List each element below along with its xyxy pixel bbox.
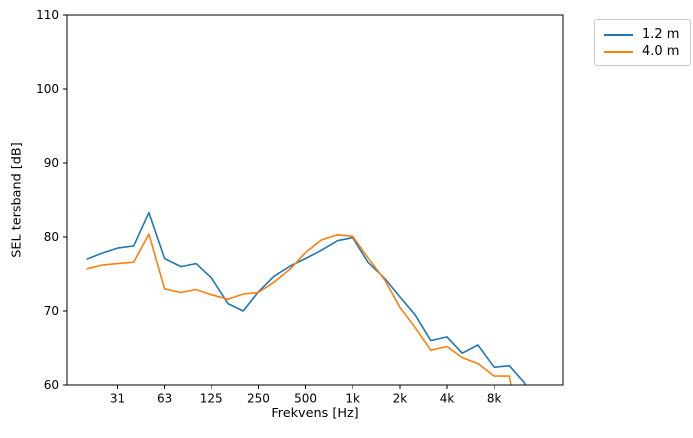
legend-item: 1.2 m <box>604 26 682 43</box>
x-tick-label: 8k <box>487 392 502 406</box>
legend-label-series-2: 4.0 m <box>642 44 680 59</box>
legend-line-swatch-series-1 <box>604 33 633 36</box>
x-tick-label: 63 <box>157 392 172 406</box>
legend-line-swatch-series-2 <box>604 50 633 53</box>
series-line-1.2-m <box>86 211 527 385</box>
y-axis-label: SEL tersband [dB] <box>9 142 25 258</box>
x-tick-label: 2k <box>393 392 408 406</box>
legend-item: 4.0 m <box>604 43 682 60</box>
legend: 1.2 m 4.0 m <box>594 19 691 66</box>
y-tick-label: 80 <box>44 230 59 244</box>
x-tick-label: 31 <box>110 392 125 406</box>
y-tick-label: 100 <box>36 82 59 96</box>
plot-frame <box>66 14 564 386</box>
x-tick-label: 250 <box>247 392 270 406</box>
y-tick-label: 110 <box>36 8 59 22</box>
x-axis-label: Frekvens [Hz] <box>271 406 359 421</box>
series-line-4.0-m <box>86 233 512 385</box>
x-tick-label: 1k <box>345 392 360 406</box>
legend-label-series-1: 1.2 m <box>642 27 680 42</box>
y-tick-label: 90 <box>44 156 59 170</box>
y-tick-label: 60 <box>44 378 59 392</box>
x-tick-label: 500 <box>294 392 317 406</box>
x-tick-label: 4k <box>440 392 455 406</box>
y-tick-label: 70 <box>44 304 59 318</box>
x-tick-label: 125 <box>200 392 223 406</box>
